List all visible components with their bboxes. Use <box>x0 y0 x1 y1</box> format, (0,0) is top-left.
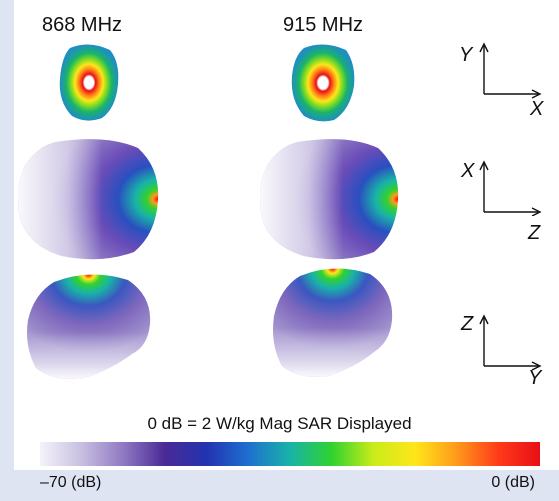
color-scale-bar <box>40 442 540 466</box>
axis-indicator-3 <box>479 314 542 371</box>
axis-indicator-2 <box>479 160 542 216</box>
sar-map-868-xz <box>18 139 159 260</box>
sar-map-868-zy <box>27 274 151 379</box>
color-scale-caption: 0 dB = 2 W/kg Mag SAR Displayed <box>147 414 412 433</box>
sar-map-915-zy <box>273 268 393 377</box>
color-scale-min-label: –70 (dB) <box>40 474 102 491</box>
axis-3-vertical-label: Z <box>461 313 474 335</box>
axis-2-vertical-label: X <box>461 160 475 182</box>
axis-1-vertical-label: Y <box>459 44 473 66</box>
axis-1-horizontal-label: X <box>530 98 544 120</box>
sar-map-868-xy <box>59 44 119 121</box>
sar-map-915-xy <box>291 44 355 122</box>
frequency-label-868: 868 MHz <box>42 14 123 36</box>
axis-indicator-1 <box>479 42 542 99</box>
axis-3-horizontal-label: Y <box>528 367 542 389</box>
frequency-label-915: 915 MHz <box>283 14 364 36</box>
sar-map-915-xz <box>260 139 399 260</box>
color-scale-max-label: 0 (dB) <box>491 474 535 491</box>
axis-2-horizontal-label: Z <box>528 222 541 244</box>
